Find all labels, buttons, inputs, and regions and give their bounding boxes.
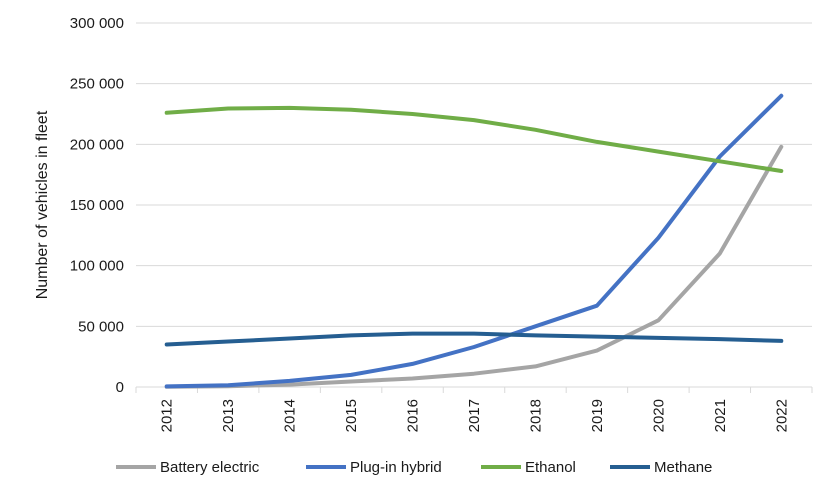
legend-label: Ethanol	[525, 459, 576, 476]
x-tick-label: 2018	[527, 399, 544, 432]
x-axis-ticks: 2012 2013 2014 2015 2016 2017 2018 2019 2020 2021…	[135, 387, 813, 432]
x-tick-label: 2022	[773, 399, 790, 432]
y-tick-label: 50 000	[78, 318, 124, 335]
series-line-ethanol	[164, 105, 784, 173]
x-tick-label: 2017	[466, 399, 483, 432]
series-line-battery-electric	[164, 144, 784, 389]
y-tick-label: 100 000	[70, 258, 124, 275]
x-tick-label: 2016	[405, 399, 422, 432]
x-tick-label: 2021	[712, 399, 729, 432]
x-tick-label: 2012	[159, 399, 176, 432]
y-axis-label: Number of vehicles in fleet	[34, 110, 51, 299]
legend-label: Plug-in hybrid	[350, 459, 442, 476]
x-tick-label: 2013	[220, 399, 237, 432]
y-tick-label: 200 000	[70, 136, 124, 153]
y-tick-label: 150 000	[70, 197, 124, 214]
legend-label: Methane	[654, 459, 712, 476]
x-tick-label: 2015	[343, 399, 360, 432]
legend-label: Battery electric	[160, 459, 260, 476]
x-tick-label: 2014	[282, 399, 299, 432]
x-tick-label: 2020	[650, 399, 667, 432]
y-tick-label: 250 000	[70, 76, 124, 93]
y-axis-ticks: 0 50 000 100 000 150 000 200 000 250 000 300 0…	[70, 15, 124, 396]
series-line-plug-in-hybrid	[164, 93, 784, 389]
y-tick-label: 0	[116, 379, 124, 396]
series-lines	[164, 93, 784, 389]
x-tick-label: 2019	[589, 399, 606, 432]
gridlines	[136, 22, 812, 327]
y-tick-label: 300 000	[70, 15, 124, 32]
legend: Battery electric Plug-in hybrid Ethanol Met…	[116, 459, 712, 476]
series-line-methane	[164, 331, 784, 347]
